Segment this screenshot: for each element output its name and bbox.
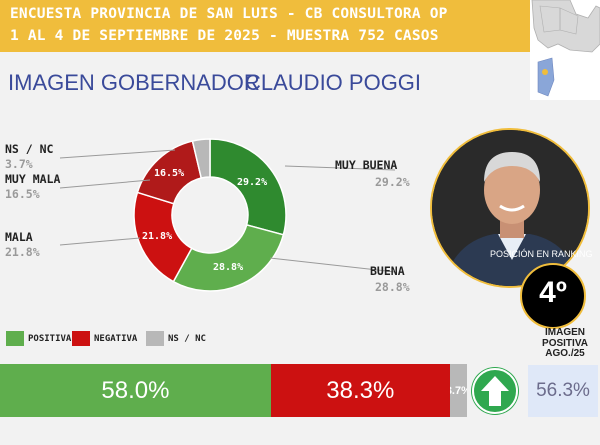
donut-label-buena: 28.8% (213, 262, 244, 273)
leader-line (59, 149, 176, 159)
previous-label-line2: POSITIVA (542, 337, 588, 349)
subtitle-imagen-gobernador: IMAGEN GOBERNADOR (8, 70, 260, 95)
category-name-muy-mala: MUY MALA (5, 172, 61, 186)
bar-segment-nsnc: 3.7% (449, 364, 467, 417)
category-value-muy-buena: 29.2% (375, 175, 410, 189)
category-name-mala: MALA (5, 230, 33, 244)
bar-segment-negativa: 38.3% (270, 364, 450, 417)
donut-label-muy-mala: 16.5% (154, 168, 185, 179)
trend-arrow-badge (472, 368, 518, 414)
category-value-mala: 21.8% (5, 245, 40, 259)
donut-label-mala: 21.8% (142, 231, 173, 242)
bar-segment-positiva: 58.0% (0, 364, 271, 417)
governor-portrait (430, 128, 590, 288)
category-value-muy-mala: 16.5% (5, 187, 40, 201)
arrow-up-icon (481, 376, 509, 406)
category-value-buena: 28.8% (375, 280, 410, 294)
subtitle-governor-name: CLAUDIO POGGI (245, 70, 422, 95)
previous-positive-image-label: IMAGEN POSITIVA AGO./25 (535, 327, 595, 360)
category-value-nsnc: 3.7% (5, 157, 33, 171)
stacked-bar: 58.0% 38.3% 3.7% (0, 364, 467, 417)
category-name-muy-buena: MUY BUENA (335, 158, 398, 172)
leader-line (59, 179, 151, 189)
leader-line (59, 237, 141, 246)
donut-label-muy-buena: 29.2% (237, 177, 268, 188)
donut-segment-nsnc (191, 138, 211, 179)
previous-label-line3: AGO./25 (545, 348, 585, 359)
legend-swatch-negativa (72, 331, 90, 346)
legend-swatch-positiva (6, 331, 24, 346)
ranking-label: POSICIÓN EN RANKING (490, 249, 593, 259)
legend-label-nsnc: NS / NC (168, 334, 206, 344)
survey-title-line2: 1 AL 4 DE SEPTIEMBRE DE 2025 - MUESTRA 7… (10, 28, 439, 44)
previous-label-line1: IMAGEN (545, 327, 585, 338)
survey-title-line1: ENCUESTA PROVINCIA DE SAN LUIS - CB CONS… (10, 6, 448, 22)
legend-label-positiva: POSITIVA (28, 334, 72, 344)
ranking-badge (520, 263, 586, 329)
category-name-buena: BUENA (370, 264, 405, 278)
donut-segment-buena (172, 223, 285, 292)
category-name-nsnc: NS / NC (5, 142, 54, 156)
previous-positive-value: 56.3% (528, 365, 598, 417)
argentina-map-icon (530, 0, 600, 100)
header-banner: ENCUESTA PROVINCIA DE SAN LUIS - CB CONS… (0, 0, 600, 52)
legend-swatch-nsnc (146, 331, 164, 346)
legend-label-negativa: NEGATIVA (94, 334, 138, 344)
ranking-value: 4º (539, 276, 567, 309)
